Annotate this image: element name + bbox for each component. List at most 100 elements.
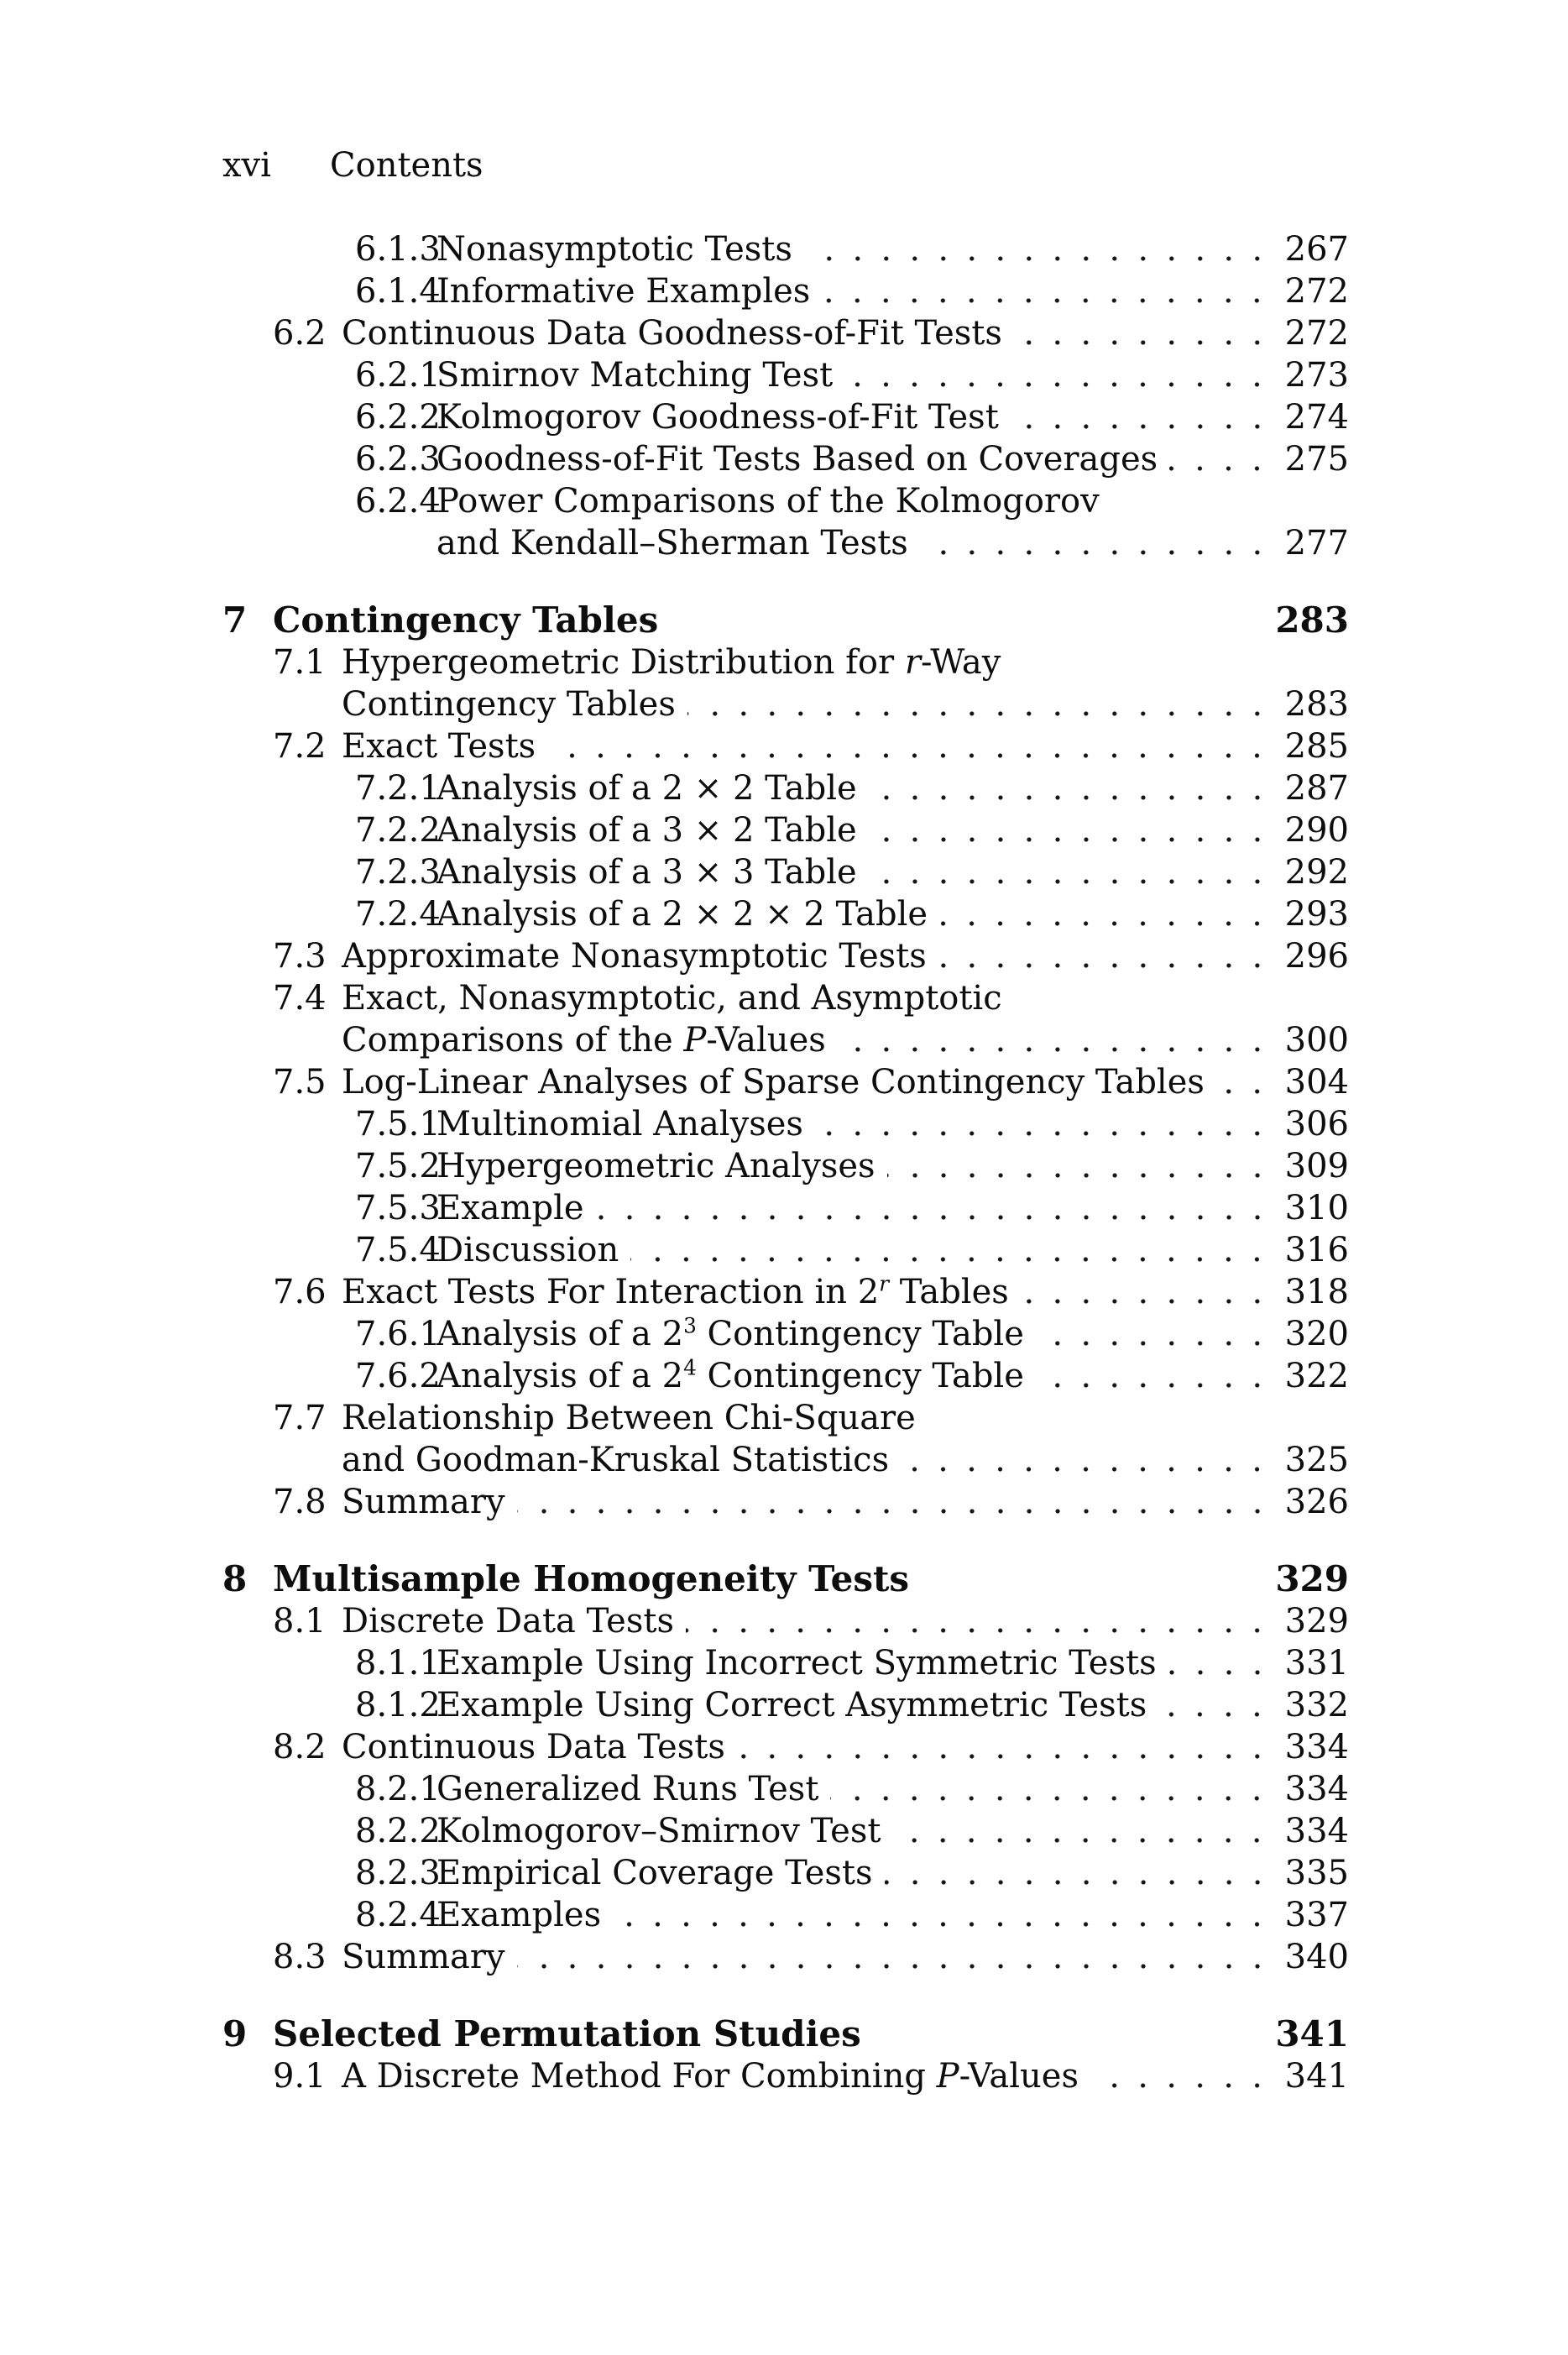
entry-title: Discussion [436,1231,619,1269]
dot-leader [892,1810,1272,1852]
entry-title: Analysis of a 24 Contingency Table [436,1355,1024,1395]
toc-entry-7.5.2: 7.5.2 Hypergeometric Analyses 309 [222,1145,1349,1187]
dot-leader [837,1019,1272,1061]
toc-entry-7.7: 7.7 Relationship Between Chi-Square and Go… [222,1397,1349,1481]
entry-number: 7.5.2 [355,1147,441,1185]
entry-title: Exact, Nonasymptotic, and Asymptotic [342,979,1002,1018]
dot-leader [939,893,1272,935]
entry-number: 8.2.1 [355,1770,441,1808]
toc-entry-7.5.4: 7.5.4 Discussion 316 [222,1229,1349,1271]
dot-leader [814,1103,1272,1145]
entry-number: 8.2 [273,1728,327,1766]
entry-page-number: 340 [1284,1938,1349,1976]
entry-title: Example [436,1189,584,1227]
entry-page-number: 329 [1275,1558,1349,1599]
entry-number: 6.1.4 [355,272,441,311]
entry-page-number: 275 [1284,440,1349,479]
dot-leader [822,270,1272,312]
toc-entry-line: 8.2.3 Empirical Coverage Tests 335 [222,1852,1349,1894]
toc-entry-8.1.2: 8.1.2 Example Using Correct Asymmetric Te… [222,1684,1349,1726]
entry-title: Exact Tests For Interaction in 2r Tables [342,1271,1009,1311]
entry-title: Comparisons of the P-Values [342,1021,826,1060]
dot-leader [1035,1313,1272,1355]
entry-title: Nonasymptotic Tests [436,230,792,269]
entry-title: Power Comparisons of the Kolmogorov [436,482,1100,521]
entry-page-number: 310 [1284,1189,1349,1227]
entry-page-number: 306 [1284,1105,1349,1143]
toc-entry-6.2: 6.2 Continuous Data Goodness-of-Fit Tests… [222,312,1349,354]
entry-title: Goodness-of-Fit Tests Based on Coverages [436,440,1158,479]
toc-entry-7.1: 7.1 Hypergeometric Distribution for r-Way… [222,641,1349,725]
entry-title: Examples [436,1896,602,1934]
entry-title: Example Using Correct Asymmetric Tests [436,1686,1147,1724]
dot-leader [1010,396,1272,438]
dot-leader [736,1726,1272,1768]
entry-number: 7.2.2 [355,811,441,850]
entry-page-number: 277 [1284,524,1349,563]
entry-number: 7.6.1 [355,1315,441,1353]
entry-number: 8.1.2 [355,1686,441,1724]
toc-entry-6.2.4: 6.2.4 Power Comparisons of the Kolmogorov… [222,480,1349,564]
entry-page-number: 309 [1284,1147,1349,1185]
entry-title: Contingency Tables [273,599,659,641]
entry-page-number: 272 [1284,272,1349,311]
dot-leader [613,1894,1272,1936]
entry-number: 7.1 [273,643,327,682]
toc-entry-line: 7.5.4 Discussion 316 [222,1229,1349,1271]
entry-page-number: 304 [1284,1063,1349,1102]
entry-page-number: 273 [1284,356,1349,395]
entry-number: 7.5.3 [355,1189,441,1227]
entry-number: 7.2.1 [355,769,441,808]
toc-entry-line: 6.2 Continuous Data Goodness-of-Fit Tests… [222,312,1349,354]
entry-title: Relationship Between Chi-Square [342,1399,916,1437]
toc-entry-line: 7.3 Approximate Nonasymptotic Tests 296 [222,935,1349,977]
entry-page-number: 341 [1284,2057,1349,2096]
toc-entry-line: 8.1.2 Example Using Correct Asymmetric Te… [222,1684,1349,1726]
toc-entry-8.1.1: 8.1.1 Example Using Incorrect Symmetric T… [222,1642,1349,1684]
entry-title: and Goodman-Kruskal Statistics [342,1441,890,1479]
dot-leader [919,522,1272,564]
entry-title: Informative Examples [436,272,811,311]
toc-entry-7.6.2: 7.6.2 Analysis of a 24 Contingency Table 3… [222,1355,1349,1397]
toc-entry-7.5.1: 7.5.1 Multinomial Analyses 306 [222,1103,1349,1145]
toc-entry-7: 7 Contingency Tables 283 [222,599,1349,641]
toc-entry-9: 9 Selected Permutation Studies 341 [222,2013,1349,2055]
toc-entry-9.1: 9.1 A Discrete Method For Combining P-Val… [222,2055,1349,2097]
toc-entry-8.2: 8.2 Continuous Data Tests 334 [222,1726,1349,1768]
toc: 6.1.3 Nonasymptotic Tests 267 6.1.4 Informat… [222,228,1349,2097]
toc-entry-line: 7.8 Summary 326 [222,1481,1349,1523]
entry-number: 6.2.3 [355,440,441,479]
toc-entry-line: 7.6.2 Analysis of a 24 Contingency Table 3… [222,1355,1349,1397]
toc-entry-line: 6.2.4 Power Comparisons of the Kolmogorov [222,480,1349,522]
entry-page-number: 274 [1284,398,1349,437]
entry-number: 6.2 [273,314,327,353]
entry-page-number: 334 [1284,1728,1349,1766]
entry-page-number: 283 [1275,599,1349,641]
entry-page-number: 318 [1284,1273,1349,1311]
entry-title: Multinomial Analyses [436,1105,803,1143]
entry-number: 8.1 [273,1602,327,1641]
dot-leader [803,228,1272,270]
entry-title: Example Using Incorrect Symmetric Tests [436,1644,1157,1683]
entry-title: Empirical Coverage Tests [436,1854,873,1892]
dot-leader [547,725,1272,767]
toc-entry-line: 8.2.2 Kolmogorov–Smirnov Test 334 [222,1810,1349,1852]
dot-leader [1090,2055,1272,2097]
dot-leader [868,767,1272,809]
entry-page-number: 296 [1284,937,1349,976]
entry-title: Discrete Data Tests [342,1602,674,1641]
toc-entry-7.6: 7.6 Exact Tests For Interaction in 2r Tab… [222,1271,1349,1313]
entry-number: 8.2.3 [355,1854,441,1892]
toc-entry-6.1.4: 6.1.4 Informative Examples 272 [222,270,1349,312]
dot-leader [844,354,1272,396]
entry-title: Selected Permutation Studies [273,2013,861,2054]
running-head-title: Contents [330,146,483,185]
entry-page-number: 334 [1284,1770,1349,1808]
entry-page-number: 326 [1284,1483,1349,1521]
entry-page-number: 331 [1284,1644,1349,1683]
toc-entry-line: and Kendall–Sherman Tests 277 [222,522,1349,564]
toc-entry-line: 7.2.3 Analysis of a 3 × 3 Table 292 [222,851,1349,893]
entry-page-number: 300 [1284,1021,1349,1060]
entry-title: Log-Linear Analyses of Sparse Contingenc… [342,1063,1205,1102]
entry-title: Multisample Homogeneity Tests [273,1558,910,1599]
